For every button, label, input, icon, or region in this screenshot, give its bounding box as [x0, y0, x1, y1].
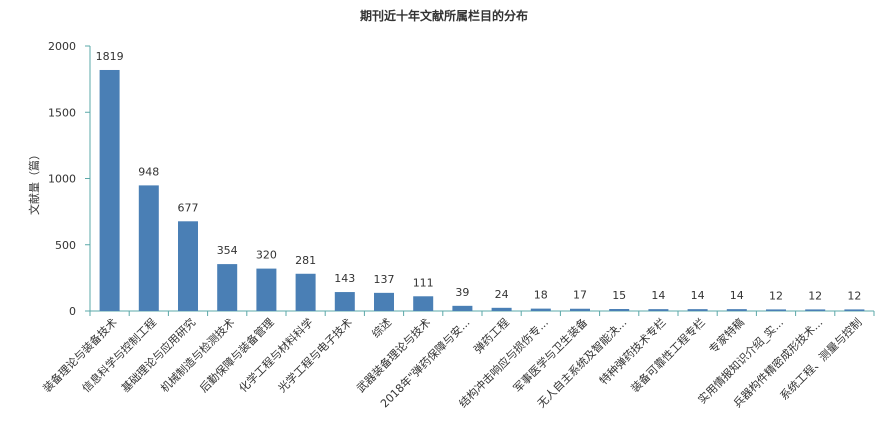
- bar[interactable]: [413, 296, 434, 311]
- bar[interactable]: [334, 292, 355, 311]
- data-label: 12: [847, 289, 861, 302]
- y-tick-label: 0: [69, 305, 76, 318]
- category-label: 装备理论与装备技术: [40, 315, 120, 395]
- data-label: 14: [651, 289, 665, 302]
- bar[interactable]: [178, 221, 198, 311]
- category-label: 后勤保障与装备管理: [197, 315, 277, 395]
- data-label: 12: [808, 289, 822, 302]
- bar[interactable]: [687, 309, 708, 311]
- y-axis: 0 500 1000 1500 2000: [48, 40, 91, 318]
- data-label: 143: [334, 272, 355, 285]
- category-label: 综述: [369, 315, 394, 340]
- data-label: 17: [573, 289, 587, 302]
- bar[interactable]: [217, 264, 238, 311]
- data-labels: 1819 948 677 354 320 281 143 137 111 39 24 18 17 15 14…: [96, 50, 862, 302]
- y-tick-label: 1500: [48, 106, 76, 119]
- bar[interactable]: [609, 309, 630, 311]
- data-label: 12: [769, 289, 783, 302]
- y-tick-label: 500: [55, 239, 76, 252]
- bar[interactable]: [295, 273, 316, 311]
- category-label: 光学工程与电子技术: [275, 315, 355, 395]
- bar[interactable]: [570, 308, 590, 311]
- chart-title: 期刊近十年文献所属栏目的分布: [360, 8, 528, 23]
- bar[interactable]: [99, 69, 120, 311]
- bar[interactable]: [530, 308, 551, 311]
- category-labels: 装备理论与装备技术信息科学与控制工程基础理论与应用研究机械制造与检测技术后勤保障…: [40, 315, 865, 410]
- bar[interactable]: [766, 309, 786, 311]
- data-label: 39: [455, 286, 469, 299]
- data-label: 15: [612, 289, 626, 302]
- data-label: 1819: [96, 50, 124, 63]
- y-tick-label: 2000: [48, 40, 76, 53]
- y-axis-label: 文献量（篇）: [27, 149, 41, 215]
- data-label: 281: [295, 254, 316, 267]
- category-label: 弹药工程: [471, 315, 512, 356]
- bar[interactable]: [256, 268, 277, 311]
- category-label: 信息科学与控制工程: [79, 315, 159, 395]
- data-label: 137: [374, 273, 395, 286]
- category-label: 基础理论与应用研究: [118, 315, 198, 395]
- category-label: 机械制造与检测技术: [157, 315, 237, 395]
- x-axis: [89, 310, 875, 316]
- bar[interactable]: [138, 185, 159, 311]
- data-label: 24: [495, 288, 509, 301]
- category-label: 化学工程与材料科学: [236, 315, 316, 395]
- category-label: 专家特稿: [706, 315, 747, 356]
- bar[interactable]: [452, 305, 473, 311]
- category-label: 装备可靠性工程专栏: [628, 315, 708, 395]
- data-label: 111: [413, 276, 434, 289]
- bar[interactable]: [805, 309, 826, 311]
- data-label: 14: [730, 289, 744, 302]
- data-label: 354: [217, 244, 238, 257]
- category-label: 军事医学与卫生装备: [510, 315, 590, 395]
- category-label: 特种弹药技术专栏: [596, 315, 668, 387]
- bar[interactable]: [491, 307, 512, 311]
- y-tick-label: 1000: [48, 173, 76, 186]
- data-label: 677: [178, 201, 199, 214]
- data-label: 948: [138, 165, 159, 178]
- bar[interactable]: [726, 309, 747, 311]
- category-label: 武器装备理论与技术: [353, 315, 433, 395]
- bars: [99, 69, 865, 311]
- data-label: 14: [691, 289, 705, 302]
- data-label: 18: [534, 289, 548, 302]
- bar[interactable]: [374, 292, 394, 311]
- bar[interactable]: [844, 309, 865, 311]
- bar[interactable]: [648, 309, 669, 311]
- data-label: 320: [256, 249, 277, 262]
